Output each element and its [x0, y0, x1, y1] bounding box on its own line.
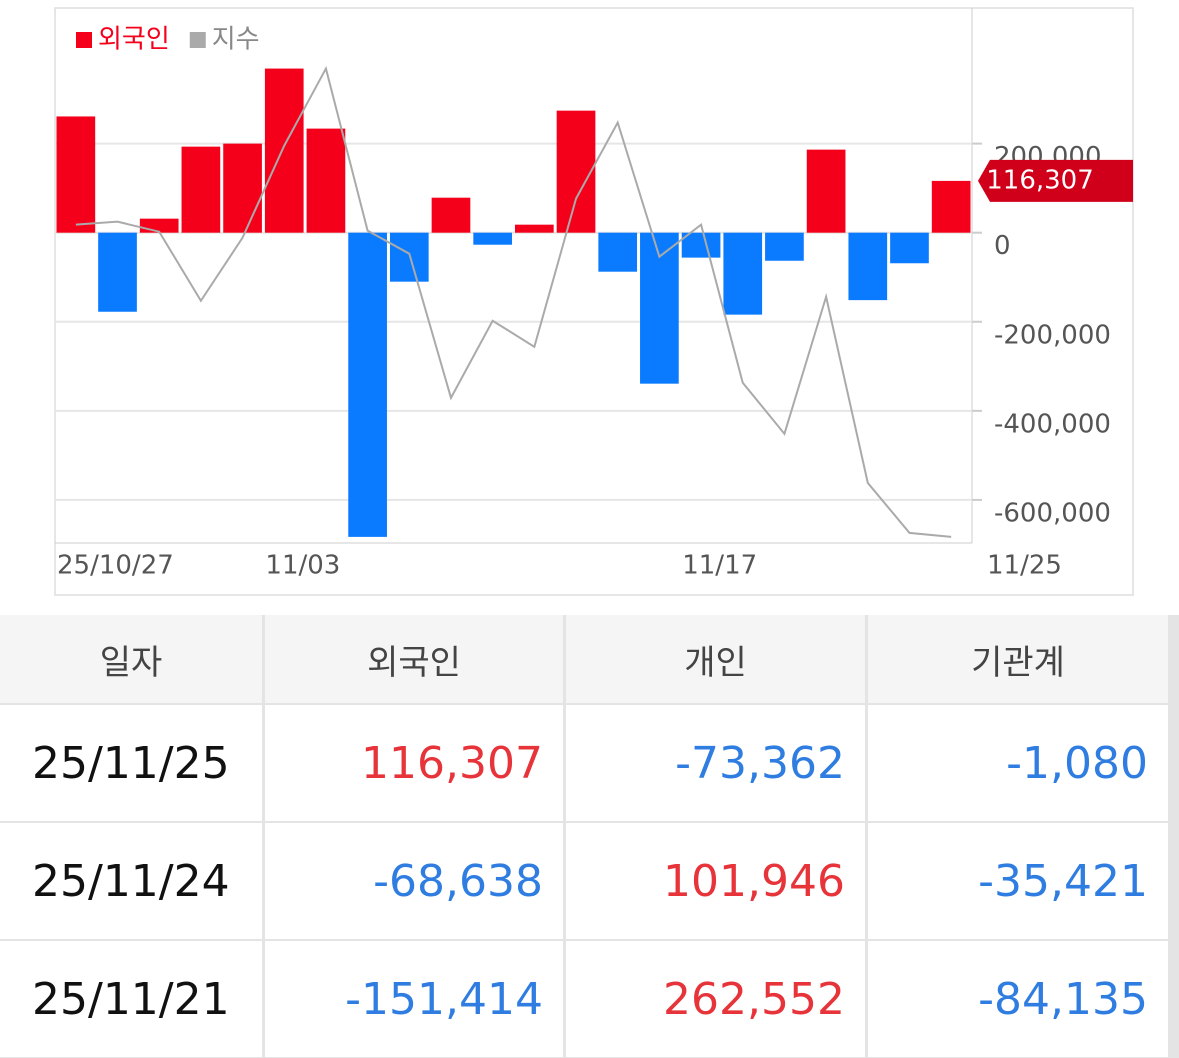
bar	[515, 224, 554, 233]
legend-swatch	[76, 32, 92, 48]
y-tick-label: 0	[994, 231, 1011, 261]
x-tick-label: 11/03	[265, 551, 340, 581]
bar	[306, 128, 346, 233]
legend-label: 지수	[212, 25, 260, 55]
bar	[931, 180, 971, 233]
table: 일자 외국인 개인 기관계 25/11/25 116,307 -73,362 -1,080 25…	[0, 615, 1179, 1058]
bar	[98, 232, 137, 312]
table-row: 25/11/21 -151,414 262,552 -84,135	[0, 941, 1179, 1057]
bar	[139, 218, 179, 233]
table-row: 25/11/25 116,307 -73,362 -1,080	[0, 705, 1179, 821]
y-tick-label: -600,000	[994, 498, 1111, 528]
table-cell: 25/11/24	[0, 823, 262, 939]
bar	[264, 68, 304, 233]
bar	[431, 197, 471, 233]
table-cell: -68,638	[265, 823, 563, 939]
value-label: 116,307	[986, 165, 1094, 195]
x-tick-label: 11/25	[987, 551, 1062, 581]
chart: 200,0000-200,000-400,000-600,00025/10/27…	[54, 7, 1134, 596]
y-tick-label: -200,000	[994, 320, 1111, 350]
table-cell: 25/11/25	[0, 705, 262, 821]
table-cell: 개인	[566, 615, 865, 703]
legend-swatch	[189, 32, 206, 48]
bar	[348, 232, 387, 537]
legend-label: 외국인	[98, 25, 170, 55]
chart-frame	[54, 7, 1134, 596]
bar	[598, 232, 638, 272]
table-cell: 기관계	[868, 615, 1168, 703]
table-header: 일자 외국인 개인 기관계	[0, 615, 1179, 703]
table-cell: -73,362	[566, 705, 865, 821]
bar	[848, 232, 888, 301]
table-cell: 일자	[0, 615, 262, 703]
index-line	[75, 65, 952, 538]
x-tick-label: 25/10/27	[57, 551, 174, 581]
bar	[890, 232, 929, 264]
bar	[473, 232, 512, 245]
table-cell: 외국인	[265, 615, 563, 703]
table-cell: 101,946	[566, 823, 865, 939]
table-row: 25/11/24 -68,638 101,946 -35,421	[0, 823, 1179, 939]
table-cell: 25/11/21	[0, 941, 262, 1057]
bar	[556, 110, 596, 233]
table-cell: -35,421	[868, 823, 1168, 939]
y-tick-label: -400,000	[994, 409, 1111, 439]
table-cell: -1,080	[868, 705, 1168, 821]
bar	[56, 116, 96, 233]
table-cell: -151,414	[265, 941, 563, 1057]
bar	[181, 146, 221, 233]
bar	[765, 232, 804, 261]
bar	[223, 143, 262, 233]
table-cell: 116,307	[265, 705, 563, 821]
value-callout	[978, 159, 1133, 202]
table-cell: 262,552	[566, 941, 865, 1057]
bar	[806, 149, 846, 233]
bar	[723, 232, 763, 315]
x-tick-label: 11/17	[682, 551, 757, 581]
bar	[681, 232, 721, 258]
table-cell: -84,135	[868, 941, 1168, 1057]
